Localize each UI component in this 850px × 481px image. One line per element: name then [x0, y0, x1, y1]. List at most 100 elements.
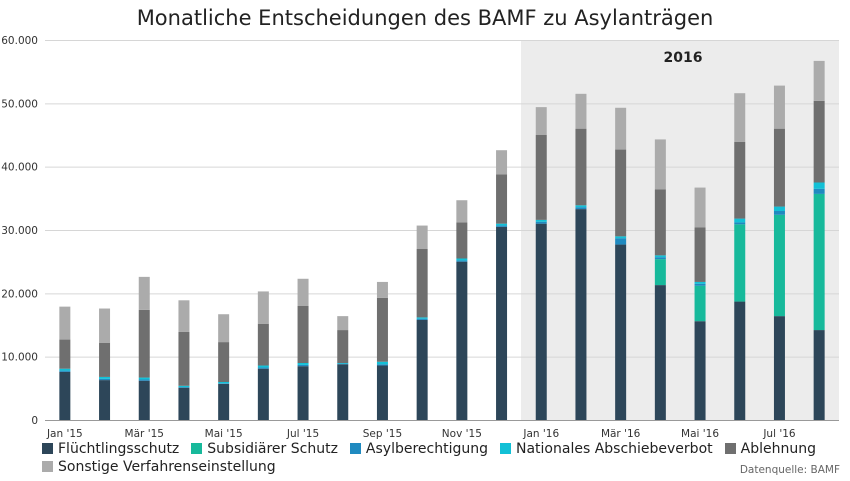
bars	[59, 60, 825, 420]
legend-label: Asylberechtigung	[365, 441, 488, 457]
bar-segment	[773, 128, 785, 207]
bar-segment	[615, 149, 627, 237]
bar-segment	[218, 342, 230, 382]
legend-label: Nationales Abschiebeverbot	[516, 441, 713, 457]
bar-segment	[257, 367, 269, 369]
legend-swatch	[349, 443, 361, 454]
y-tick-label: 60.000	[1, 35, 38, 47]
bar-segment	[734, 222, 746, 225]
chart-title: Monatliche Entscheidungen des BAMF zu As…	[136, 6, 714, 30]
bar-segment	[773, 214, 785, 317]
legend-swatch	[42, 461, 53, 472]
y-tick-label: 10.000	[1, 352, 38, 364]
bar-segment	[694, 281, 706, 284]
bar-segment	[615, 107, 627, 150]
x-tick-label: Nov '15	[442, 428, 482, 440]
bar-segment	[734, 93, 746, 142]
legend: Flüchtlingsschutz Subsidiärer Schutz Asylb…	[42, 440, 832, 476]
bar-segment	[734, 301, 746, 420]
bar-segment	[813, 193, 825, 331]
bar-segment	[59, 339, 71, 369]
bar-segment	[257, 365, 269, 368]
bar-segment	[496, 174, 508, 224]
bar-segment	[694, 283, 706, 286]
bar-segment	[297, 363, 309, 365]
legend-item: Flüchtlingsschutz	[42, 440, 179, 458]
bar-segment	[138, 379, 150, 381]
legend-item: Sonstige Verfahrenseinstellung	[42, 458, 276, 476]
source-note: Datenquelle: BAMF	[739, 464, 840, 476]
bar-segment	[456, 258, 468, 261]
bar-segment	[416, 317, 428, 319]
bar-segment	[297, 278, 309, 306]
legend-swatch	[191, 443, 203, 454]
bar-segment	[773, 211, 785, 215]
bar-segment	[813, 330, 825, 420]
legend-swatch	[500, 443, 511, 454]
x-tick-label: Mai '15	[205, 428, 243, 440]
bar-segment	[99, 376, 111, 379]
x-axis-ticks: Jan '15 Mär '15 Mai '15 Jul '15 Sep '15 Nov '…	[46, 428, 796, 440]
y-axis-ticks: 0 10.000 20.000 30.000 40.000 50.000 60.000	[1, 35, 38, 427]
bar-segment	[654, 285, 666, 420]
bar-segment	[257, 323, 269, 366]
bar-segment	[496, 223, 508, 226]
bar-segment	[59, 370, 71, 372]
legend-item: Ablehnung	[724, 440, 816, 458]
bar-segment	[59, 371, 71, 420]
bar-segment	[773, 316, 785, 420]
bar-segment	[416, 225, 428, 249]
bar-segment	[59, 306, 71, 340]
legend-item: Subsidiärer Schutz	[191, 440, 338, 458]
bar-segment	[257, 368, 269, 420]
bar-segment	[694, 321, 706, 420]
y-tick-label: 40.000	[1, 162, 38, 174]
y-tick-label: 30.000	[1, 225, 38, 237]
bar-segment	[575, 93, 587, 129]
bar-segment	[734, 141, 746, 219]
highlight-2016-label: 2016	[664, 50, 703, 66]
bar-segment	[376, 297, 388, 362]
bar-segment	[496, 150, 508, 175]
bar-segment	[257, 291, 269, 324]
bar-segment	[535, 107, 547, 135]
legend-swatch	[724, 443, 736, 454]
bar-segment	[456, 200, 468, 223]
bar-segment	[456, 261, 468, 420]
bar-segment	[575, 209, 587, 420]
bar-segment	[535, 219, 547, 222]
bar-segment	[178, 387, 190, 420]
bar-segment	[337, 364, 349, 420]
bar-segment	[218, 383, 230, 420]
bar-segment	[734, 218, 746, 223]
x-tick-label: Jan '16	[522, 428, 559, 440]
bar-segment	[654, 139, 666, 190]
bar-segment	[376, 364, 388, 366]
bar-segment	[654, 255, 666, 258]
gridlines	[45, 40, 839, 358]
bar-segment	[138, 377, 150, 380]
bar-segment	[575, 207, 587, 210]
bar-segment	[813, 100, 825, 183]
bar-segment	[535, 135, 547, 220]
legend-label: Flüchtlingsschutz	[58, 441, 180, 457]
bar-segment	[59, 368, 71, 371]
bar-segment	[615, 238, 627, 245]
bar-segment	[297, 364, 309, 367]
legend-label: Ablehnung	[740, 441, 816, 457]
bar-segment	[99, 308, 111, 343]
bar-segment	[456, 260, 468, 262]
bar-segment	[813, 182, 825, 189]
bar-segment	[138, 309, 150, 378]
x-tick-label: Mai '16	[681, 428, 719, 440]
bar-segment	[376, 365, 388, 420]
bar-segment	[138, 380, 150, 420]
bar-segment	[734, 224, 746, 302]
legend-item: Asylberechtigung	[349, 440, 488, 458]
legend-item: Nationales Abschiebeverbot	[500, 440, 713, 458]
bar-segment	[178, 385, 190, 388]
x-tick-label: Jan '15	[46, 428, 83, 440]
bar-segment	[337, 330, 349, 363]
bar-segment	[297, 306, 309, 363]
